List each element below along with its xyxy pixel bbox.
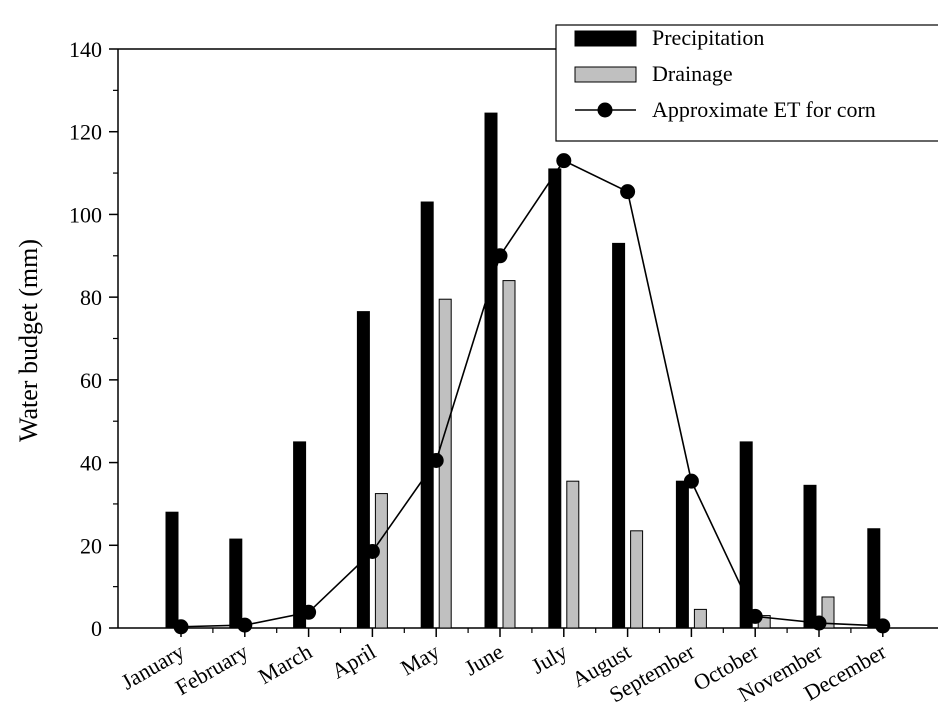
legend: Precipitation Drainage Approximate ET for … (555, 24, 938, 142)
et-point (747, 608, 763, 624)
x-tick-label: May (396, 639, 443, 681)
precipitation-bar (293, 441, 307, 629)
et-point (811, 615, 827, 631)
et-point (556, 153, 572, 169)
legend-label: Precipitation (652, 25, 764, 50)
x-tick-label: June (460, 639, 507, 681)
et-point (364, 543, 380, 559)
et-point (237, 617, 253, 633)
drainage-bar (630, 530, 644, 629)
y-tick-label: 0 (91, 616, 102, 641)
et-point (875, 618, 891, 634)
y-tick-label: 140 (69, 37, 102, 62)
et-point (683, 473, 699, 489)
drainage-bar (374, 493, 388, 629)
drainage-bar (502, 280, 516, 629)
precipitation-bar (739, 441, 753, 629)
et-line-series (173, 153, 891, 635)
legend-label: Approximate ET for corn (652, 97, 876, 122)
precipitation-bar (229, 538, 243, 629)
precipitation-bar (356, 311, 370, 629)
precipitation-bar (484, 112, 498, 629)
y-axis-title: Water budget (mm) (14, 239, 43, 442)
y-tick-label: 20 (80, 533, 102, 558)
drainage-bar (693, 608, 707, 629)
x-tick-label: March (254, 639, 316, 689)
bars (165, 112, 881, 629)
y-tick-label: 80 (80, 285, 102, 310)
legend-precipitation-swatch (574, 30, 637, 47)
legend-et-marker (597, 102, 613, 118)
y-tick-label: 40 (80, 451, 102, 476)
legend-label: Drainage (652, 61, 733, 86)
precipitation-bar (612, 242, 626, 629)
et-line (180, 159, 883, 628)
x-tick-label: April (327, 639, 380, 684)
x-tick-label: July (527, 639, 571, 679)
precipitation-bar (675, 480, 689, 629)
y-tick-label: 60 (80, 368, 102, 393)
y-ticks: 0 20 40 60 80 100 120 140 (69, 37, 118, 641)
precipitation-bar (165, 511, 179, 629)
et-point (173, 619, 189, 635)
precipitation-bar (803, 484, 817, 629)
et-point (301, 604, 317, 620)
precipitation-bar (420, 201, 434, 629)
y-tick-label: 100 (69, 202, 102, 227)
precipitation-bar (867, 528, 881, 629)
legend-drainage-swatch (574, 66, 637, 83)
et-point (428, 453, 444, 469)
et-point (492, 248, 508, 264)
y-tick-label: 120 (69, 120, 102, 145)
drainage-bar (566, 480, 580, 629)
precipitation-bar (548, 168, 562, 629)
x-tick-label: February (171, 639, 252, 700)
et-point (620, 184, 636, 200)
